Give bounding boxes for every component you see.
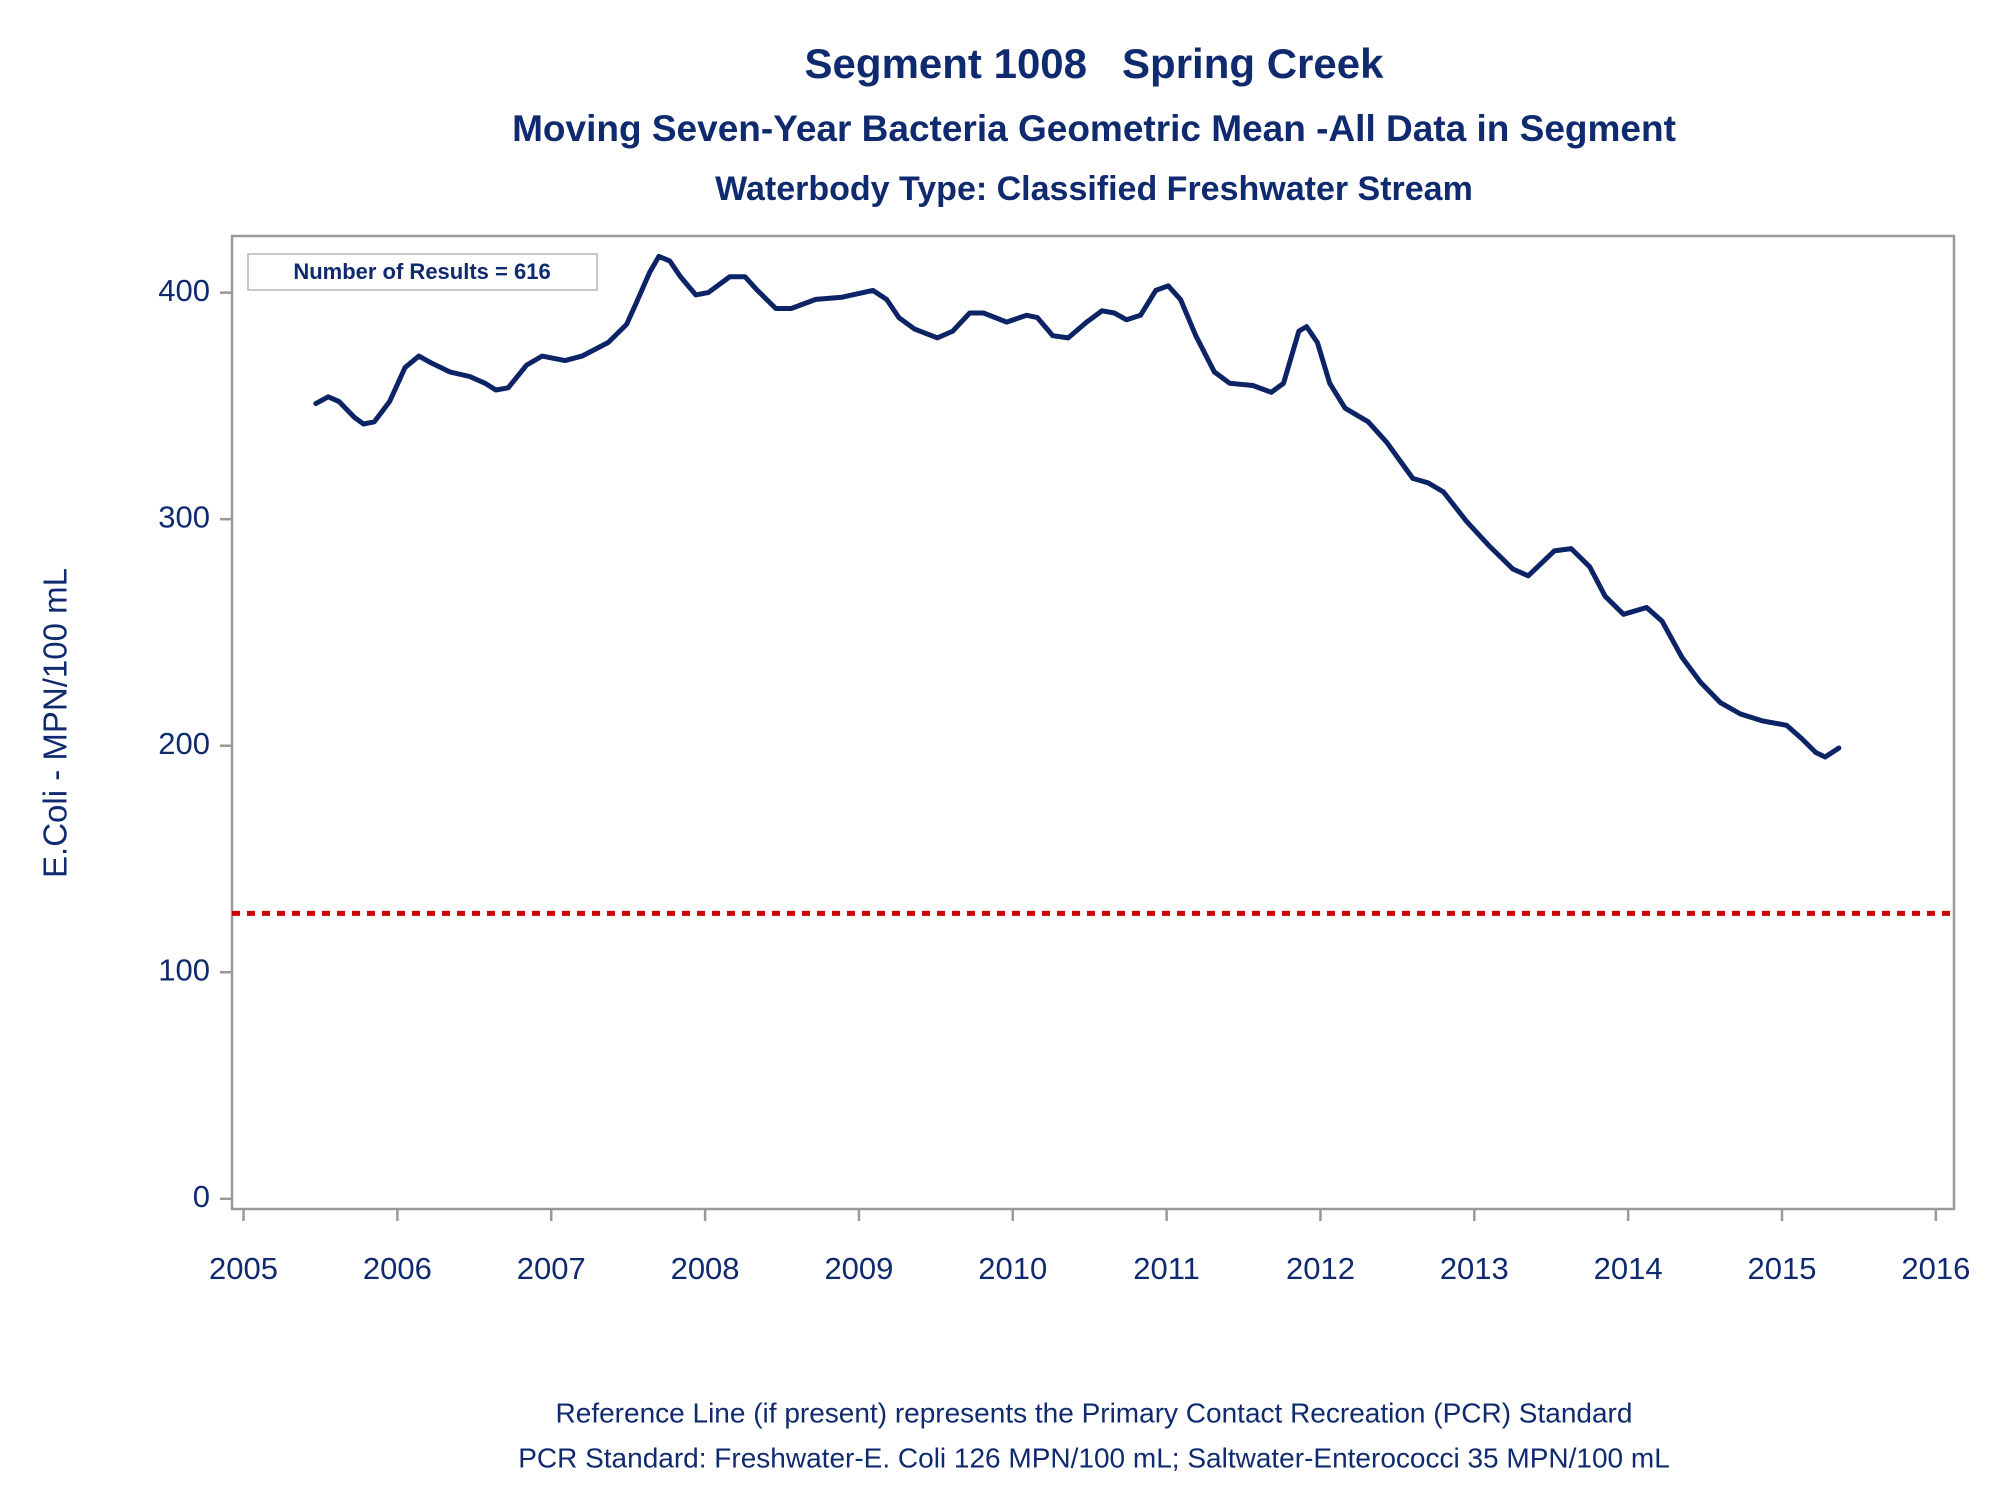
y-tick-label: 400 <box>158 273 210 308</box>
x-tick-label: 2007 <box>517 1251 586 1286</box>
footnote: Reference Line (if present) represents t… <box>556 1397 1633 1428</box>
x-tick-label: 2005 <box>209 1251 278 1286</box>
x-tick-label: 2015 <box>1748 1251 1817 1286</box>
chart-title: Segment 1008 Spring Creek <box>805 40 1385 87</box>
x-tick-label: 2011 <box>1133 1251 1200 1286</box>
data-line <box>313 253 1842 760</box>
x-tick-label: 2012 <box>1286 1251 1355 1286</box>
y-axis-label: E.Coli - MPN/100 mL <box>37 568 74 878</box>
footnote: PCR Standard: Freshwater-E. Coli 126 MPN… <box>518 1442 1670 1473</box>
x-tick-label: 2009 <box>824 1251 893 1286</box>
x-tick-label: 2010 <box>978 1251 1047 1286</box>
chart-subtitle: Waterbody Type: Classified Freshwater St… <box>715 170 1473 208</box>
y-tick-label: 200 <box>158 726 210 761</box>
y-tick-label: 0 <box>193 1179 210 1214</box>
x-tick-label: 2013 <box>1440 1251 1509 1286</box>
y-tick-label: 300 <box>158 499 210 534</box>
x-tick-label: 2014 <box>1594 1251 1663 1286</box>
y-tick-label: 100 <box>158 952 210 987</box>
x-tick-label: 2016 <box>1901 1251 1970 1286</box>
annotation-box <box>247 253 598 291</box>
x-tick-label: 2006 <box>363 1251 432 1286</box>
plot-frame <box>230 234 1956 1211</box>
x-tick-label: 2008 <box>671 1251 740 1286</box>
annotation: Number of Results = 616 <box>293 259 550 284</box>
chart-subtitle: Moving Seven-Year Bacteria Geometric Mea… <box>512 108 1676 149</box>
